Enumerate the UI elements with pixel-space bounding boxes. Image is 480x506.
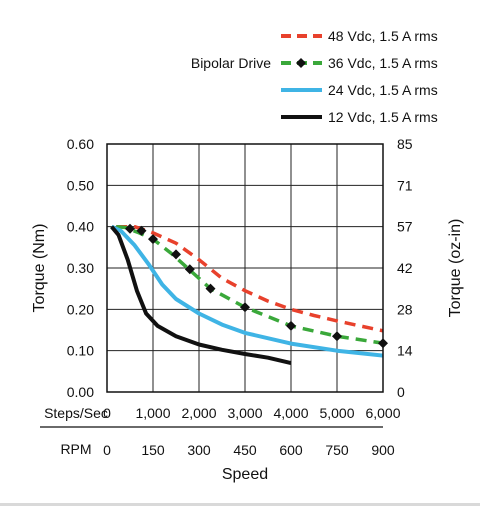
y-tick-label: 0.10 (67, 343, 94, 359)
y-tick-label: 0.50 (67, 177, 94, 193)
y2-tick-label: 57 (397, 219, 413, 235)
legend-label: 36 Vdc, 1.5 A rms (328, 55, 438, 71)
legend-marker (296, 58, 306, 68)
y2-tick-label: 0 (397, 384, 405, 400)
series-line-0 (116, 224, 384, 333)
legend-label: 12 Vdc, 1.5 A rms (328, 109, 438, 125)
series-marker-36vdc (148, 234, 158, 245)
bottom-divider (0, 503, 480, 506)
y2-tick-label: 85 (397, 136, 413, 152)
y2-tick-label: 71 (397, 177, 413, 193)
y-axis-title: Torque (Nm) (31, 224, 48, 313)
series-marker-36vdc (286, 320, 296, 331)
series-marker-36vdc (171, 249, 181, 260)
x-tick-label: 150 (141, 442, 165, 458)
y2-tick-label: 28 (397, 301, 413, 317)
y-tick-label: 0.60 (67, 136, 94, 152)
x-tick-label: 2,000 (181, 405, 216, 421)
y2-tick-label: 14 (397, 343, 413, 359)
series-line-2 (110, 224, 384, 358)
x-axis-row-label: Steps/Sec (44, 405, 108, 421)
series-marker-36vdc (205, 283, 216, 294)
legend-label: 24 Vdc, 1.5 A rms (328, 82, 438, 98)
x-tick-label: 1,000 (135, 405, 170, 421)
y-tick-label: 0.20 (67, 301, 94, 317)
x-tick-label: 0 (103, 442, 111, 458)
y-tick-label: 0.00 (67, 384, 94, 400)
legend: 48 Vdc, 1.5 A rms 36 Vdc, 1.5 A rms 24 Vdc… (191, 28, 438, 125)
x-tick-label: 5,000 (319, 405, 354, 421)
x-tick-label: 300 (187, 442, 211, 458)
x-tick-label: 900 (371, 442, 395, 458)
series-marker-36vdc (332, 331, 342, 342)
series-line-1 (116, 224, 384, 345)
x-tick-label: 600 (279, 442, 303, 458)
y2-tick-label: 42 (397, 260, 413, 276)
x-axis-row-label: RPM (60, 441, 91, 457)
series-marker-36vdc (136, 225, 147, 236)
y-tick-label: 0.40 (67, 219, 94, 235)
legend-title: Bipolar Drive (191, 55, 271, 71)
x-tick-label: 0 (103, 405, 111, 421)
axis-labels: 0.00 0.10 0.20 0.30 0.40 0.50 0.60 0 14 28 42 57 71 8… (31, 136, 464, 483)
y2-axis-title: Torque (oz-in) (447, 219, 464, 318)
series-marker-36vdc (184, 264, 195, 275)
y-tick-label: 0.30 (67, 260, 94, 276)
axes (40, 143, 384, 428)
series-marker-36vdc (125, 223, 135, 234)
x-tick-label: 6,000 (365, 405, 400, 421)
x-tick-label: 3,000 (227, 405, 262, 421)
x-tick-label: 4,000 (273, 405, 308, 421)
x-axis-title: Speed (222, 466, 268, 483)
x-tick-label: 750 (325, 442, 349, 458)
legend-label: 48 Vdc, 1.5 A rms (328, 28, 438, 44)
plot-frame (106, 143, 384, 393)
series-line-3 (110, 225, 292, 366)
x-tick-label: 450 (233, 442, 257, 458)
series-marker-36vdc (240, 302, 250, 313)
series-lines (110, 223, 388, 366)
